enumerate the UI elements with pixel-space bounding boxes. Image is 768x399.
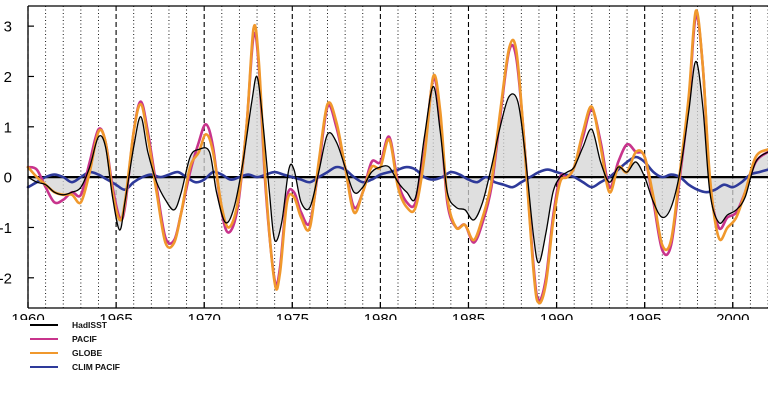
- x-tick-label: 1975: [276, 311, 309, 320]
- x-tick-label: 2000: [716, 311, 749, 320]
- legend-swatch: [30, 338, 58, 340]
- x-tick-label: 1970: [188, 311, 221, 320]
- y-tick-label: -1: [0, 220, 12, 237]
- series-line-globe: [26, 9, 768, 305]
- tick-labels: 1960 1965 1970 1975 1980 1985 1990 1995 2000 -2 -1…: [0, 19, 749, 320]
- legend-item: HadISST: [30, 318, 230, 332]
- legend-swatch: [30, 366, 58, 368]
- x-tick-label: 1985: [452, 311, 485, 320]
- legend-item: PACIF: [30, 332, 230, 346]
- legend-label: HadISST: [72, 320, 107, 330]
- legend-item: CLIM PACIF: [30, 360, 230, 374]
- x-tick-label: 1965: [99, 311, 132, 320]
- series-lines: [26, 9, 768, 305]
- x-tick-label: 1990: [540, 311, 573, 320]
- x-tick-label: 1980: [364, 311, 397, 320]
- y-tick-label: 2: [4, 69, 12, 86]
- x-tick-label: 1960: [11, 311, 44, 320]
- legend-swatch: [30, 352, 58, 354]
- legend-label: CLIM PACIF: [72, 362, 121, 372]
- hadisst-shading: [28, 61, 768, 263]
- x-tick-label: 1995: [628, 311, 661, 320]
- legend: HadISST PACIF GLOBE CLIM PACIF: [30, 318, 230, 374]
- series-line-hadisst: [27, 60, 768, 264]
- series-line-clim-pacif: [26, 155, 768, 194]
- legend-label: PACIF: [72, 334, 97, 344]
- y-tick-label: -2: [0, 270, 12, 287]
- line-chart: 1960 1965 1970 1975 1980 1985 1990 1995 2000 -2 -1…: [0, 5, 768, 320]
- y-tick-label: 1: [4, 119, 12, 136]
- legend-label: GLOBE: [72, 348, 103, 358]
- legend-swatch: [30, 324, 58, 326]
- axes: [27, 5, 768, 309]
- legend-item: GLOBE: [30, 346, 230, 360]
- shaded-area-hadisst: [28, 61, 768, 263]
- y-tick-label: 3: [4, 19, 12, 36]
- y-tick-label: 0: [4, 170, 12, 187]
